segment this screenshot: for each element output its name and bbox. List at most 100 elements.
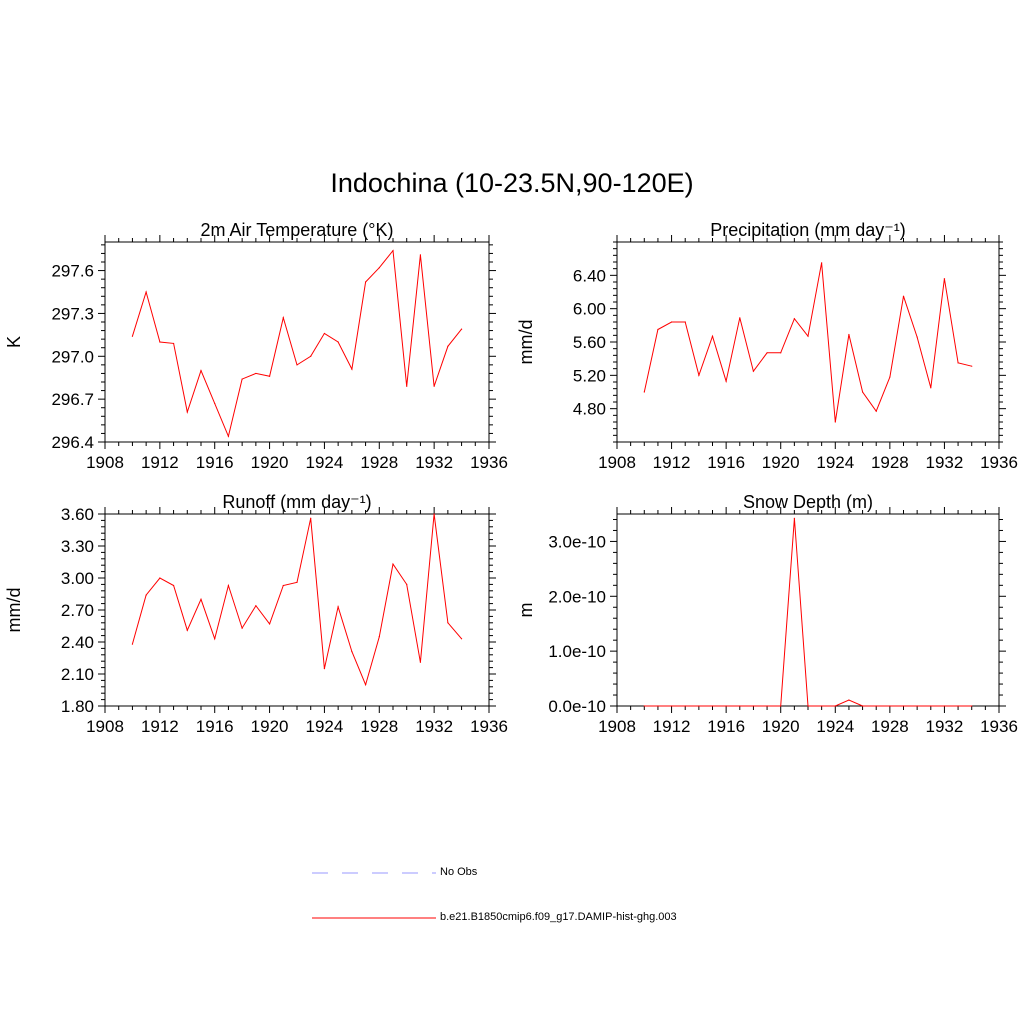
data-point <box>186 629 188 631</box>
y-tick-label: 1.0e-10 <box>548 642 606 661</box>
legend <box>312 872 436 919</box>
data-point <box>657 705 659 707</box>
data-point <box>268 623 271 625</box>
panel-title: Snow Depth (m) <box>743 492 873 512</box>
data-point <box>971 365 973 367</box>
data-point <box>364 684 367 686</box>
data-point <box>227 435 230 437</box>
y-tick-label: 297.3 <box>51 304 94 323</box>
y-tick-label: 2.70 <box>61 601 94 620</box>
data-point <box>200 598 202 600</box>
y-tick-label: 2.10 <box>61 665 94 684</box>
x-tick-label: 1912 <box>653 453 691 472</box>
y-tick-label: 6.00 <box>573 300 606 319</box>
x-tick-label: 1920 <box>251 717 289 736</box>
data-point <box>460 638 463 640</box>
data-point <box>943 705 946 707</box>
x-tick-label: 1908 <box>598 717 636 736</box>
data-point <box>807 705 809 707</box>
data-point <box>227 584 230 587</box>
x-tick-label: 1936 <box>470 717 508 736</box>
data-point <box>282 317 284 319</box>
data-point <box>889 376 891 378</box>
panel-title: Precipitation (mm day⁻¹) <box>710 220 906 240</box>
data-point <box>447 345 449 347</box>
data-point <box>739 317 741 319</box>
x-tick-label: 1908 <box>86 453 124 472</box>
data-point <box>643 391 645 393</box>
chart-precipitation: 1908 1912 1916 1920 1924 1928 1932 1936 4.80 5.20… <box>516 220 1018 472</box>
x-tick-label: 1920 <box>762 453 800 472</box>
data-point <box>172 584 175 587</box>
y-tick-label: 5.20 <box>573 366 606 385</box>
y-tick-label: 3.30 <box>61 537 94 556</box>
data-point <box>131 335 134 337</box>
data-point <box>875 705 877 707</box>
x-tick-label: 1916 <box>196 717 234 736</box>
y-axis-label: m <box>516 603 536 618</box>
data-point <box>447 622 449 624</box>
chart-air-temperature: 1908 1912 1916 1920 1924 1928 1932 1936 296.4 296… <box>4 220 508 472</box>
data-point <box>255 605 257 607</box>
x-tick-label: 1928 <box>871 453 909 472</box>
data-point <box>670 705 673 707</box>
data-point <box>323 668 326 670</box>
data-point <box>145 594 147 596</box>
page-title: Indochina (10-23.5N,90-120E) <box>330 168 694 198</box>
y-tick-label: 6.40 <box>573 266 606 285</box>
y-axis-label: mm/d <box>516 320 536 365</box>
data-point <box>766 705 768 707</box>
data-point <box>916 336 918 338</box>
x-tick-label: 1936 <box>980 717 1018 736</box>
data-point <box>419 661 422 663</box>
y-axis-label: mm/d <box>4 588 24 633</box>
data-point <box>214 402 216 405</box>
x-tick-label: 1936 <box>470 453 508 472</box>
data-point <box>433 385 435 387</box>
data-point <box>310 517 312 519</box>
data-point <box>848 333 850 336</box>
data-point <box>916 705 918 707</box>
data-point <box>834 421 836 423</box>
data-point <box>241 627 243 629</box>
data-point <box>889 705 891 707</box>
series-line <box>131 513 462 687</box>
data-point <box>364 281 367 283</box>
data-point <box>848 699 850 701</box>
y-tick-label: 2.40 <box>61 633 94 652</box>
x-tick-label: 1932 <box>926 453 964 472</box>
x-tick-label: 1912 <box>141 717 179 736</box>
data-point <box>392 249 394 252</box>
data-point <box>406 385 408 387</box>
panel-title: 2m Air Temperature (°K) <box>201 220 394 240</box>
data-point <box>296 581 298 583</box>
chart-runoff: 1908 1912 1916 1920 1924 1928 1932 1936 1.80 2.10… <box>4 492 508 736</box>
y-tick-label: 5.60 <box>573 333 606 352</box>
data-point <box>780 705 782 707</box>
data-point <box>282 584 284 587</box>
y-tick-label: 1.80 <box>61 697 94 716</box>
x-tick-label: 1936 <box>980 453 1018 472</box>
data-point <box>186 411 188 413</box>
data-point <box>172 342 175 345</box>
x-tick-label: 1924 <box>306 453 344 472</box>
legend-label-model-run: b.e21.B1850cmip6.f09_g17.DAMIP-hist-ghg.… <box>440 911 677 923</box>
data-point <box>159 341 161 343</box>
data-point <box>834 705 836 707</box>
x-tick-label: 1924 <box>816 717 854 736</box>
data-point <box>807 335 809 337</box>
data-point <box>752 370 755 372</box>
data-point <box>657 328 659 331</box>
data-point <box>337 606 339 608</box>
x-tick-label: 1928 <box>360 453 398 472</box>
data-point <box>131 643 134 645</box>
data-point <box>337 341 339 343</box>
data-point <box>861 391 864 393</box>
panel-title: Runoff (mm day⁻¹) <box>222 492 371 512</box>
x-tick-label: 1924 <box>816 453 854 472</box>
data-point <box>711 705 714 707</box>
data-point <box>930 387 932 389</box>
y-tick-label: 3.00 <box>61 569 94 588</box>
x-tick-label: 1916 <box>196 453 234 472</box>
